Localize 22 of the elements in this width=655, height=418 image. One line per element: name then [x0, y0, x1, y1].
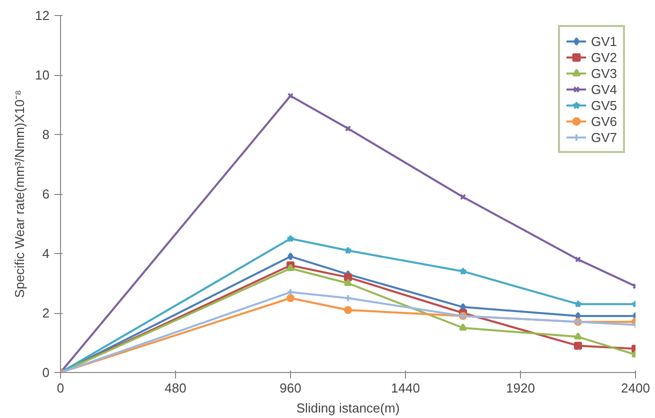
y-tick-label: 2 — [42, 306, 50, 320]
y-tick-label: 10 — [35, 68, 50, 82]
x-tick-label: 960 — [280, 380, 302, 396]
legend-label: GV5 — [590, 97, 617, 113]
x-tick-label: 2400 — [621, 380, 650, 396]
x-tick-label: 480 — [164, 380, 186, 396]
y-tick-label: 0 — [42, 365, 50, 380]
legend-label: GV4 — [590, 81, 617, 97]
x-axis-title: Sliding istance(m) — [296, 400, 400, 416]
x-tick-label: 1440 — [391, 380, 420, 396]
y-tick-label: 6 — [42, 186, 50, 202]
y-axis-title: Specific Wear rate(mm³/Nmm)X10⁻⁸ — [12, 90, 28, 298]
legend-label: GV6 — [590, 113, 617, 129]
y-tick-label: 8 — [42, 127, 50, 142]
y-tick-label: 4 — [42, 246, 50, 261]
legend-label: GV7 — [590, 129, 617, 145]
x-tick-label: 1920 — [506, 380, 535, 396]
legend-label: GV3 — [590, 65, 617, 81]
legend-label: GV1 — [590, 33, 617, 49]
x-tick-label: 0 — [56, 380, 64, 396]
y-tick-label: 12 — [35, 8, 50, 23]
legend-label: GV2 — [590, 49, 617, 65]
